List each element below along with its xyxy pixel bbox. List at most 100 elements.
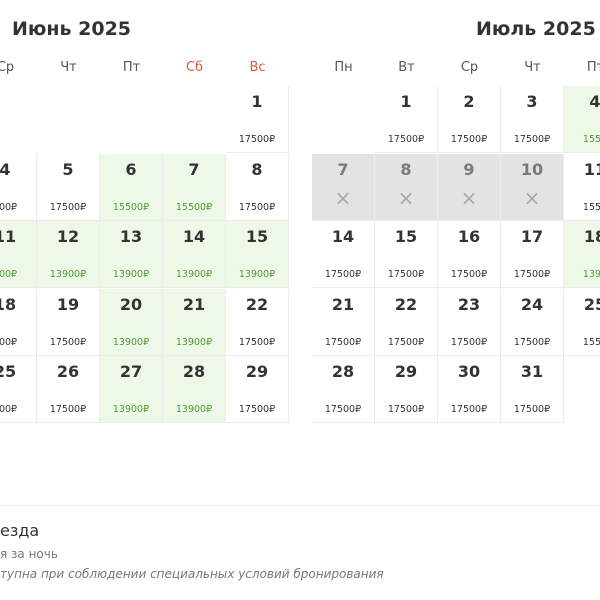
day-number: 18 (583, 227, 600, 246)
day-cell[interactable]: 27 13900₽ (100, 356, 163, 423)
unavailable-cross-icon: × (460, 186, 478, 210)
divider (0, 505, 600, 506)
day-number: 11 (583, 160, 600, 179)
day-number: 14 (182, 227, 206, 246)
day-price: 17500₽ (387, 404, 425, 415)
day-cell[interactable]: 26 17500₽ (37, 356, 100, 423)
day-number: 14 (331, 227, 355, 246)
day-price: 15500₽ (175, 202, 213, 213)
day-cell[interactable]: 12 13900₽ (37, 221, 100, 288)
unavailable-cross-icon: × (397, 186, 415, 210)
day-cell[interactable]: 8 17500₽ (226, 154, 289, 221)
day-cell[interactable]: 19 17500₽ (37, 289, 100, 356)
day-cell[interactable]: 30 17500₽ (438, 356, 501, 423)
day-cell[interactable]: 18 500₽ (0, 289, 37, 356)
day-cell[interactable]: 15 17500₽ (375, 221, 438, 288)
day-number: 8 (251, 160, 263, 179)
day-price: 17500₽ (49, 202, 87, 213)
day-number: 10 (520, 160, 544, 179)
day-price: 13900₽ (112, 337, 150, 348)
day-number: 1 (400, 92, 412, 111)
day-price: 17500₽ (387, 134, 425, 145)
day-cell[interactable]: 31 17500₽ (501, 356, 564, 423)
day-cell[interactable]: 4 1550 (564, 86, 600, 153)
day-number: 2 (463, 92, 475, 111)
day-cell[interactable]: 4 500₽ (0, 154, 37, 221)
day-cell[interactable]: 23 17500₽ (438, 289, 501, 356)
day-number: 13 (119, 227, 143, 246)
day-price: 17500₽ (513, 404, 551, 415)
day-cell[interactable]: 25 1550 (564, 289, 600, 356)
day-cell[interactable]: 16 17500₽ (438, 221, 501, 288)
day-price: 17500₽ (238, 404, 276, 415)
day-number: 28 (331, 362, 355, 381)
day-number: 27 (119, 362, 143, 381)
day-price: 17500₽ (450, 337, 488, 348)
day-cell[interactable]: 21 17500₽ (312, 289, 375, 356)
weekday-label: Вс (249, 60, 266, 75)
day-cell[interactable]: 2 17500₽ (438, 86, 501, 153)
day-cell[interactable]: 21 13900₽ (163, 289, 226, 356)
day-number: 31 (520, 362, 544, 381)
day-cell[interactable]: 6 15500₽ (100, 154, 163, 221)
day-cell[interactable]: 11 500₽ (0, 221, 37, 288)
day-cell[interactable]: 20 13900₽ (100, 289, 163, 356)
day-cell-unavailable: 10 × (501, 154, 564, 221)
day-price: 13900₽ (49, 269, 87, 280)
day-cell[interactable]: 22 17500₽ (375, 289, 438, 356)
day-price: 17500₽ (513, 269, 551, 280)
day-price: 500₽ (0, 404, 18, 415)
day-number: 8 (400, 160, 412, 179)
weekday-label: Ср (460, 60, 479, 75)
day-cell[interactable]: 1 17500₽ (226, 86, 289, 153)
day-price: 17500₽ (513, 337, 551, 348)
day-number: 25 (0, 362, 17, 381)
day-cell[interactable]: 29 17500₽ (375, 356, 438, 423)
day-cell[interactable]: 13 13900₽ (100, 221, 163, 288)
day-cell[interactable]: 5 17500₽ (37, 154, 100, 221)
day-cell[interactable]: 1 17500₽ (375, 86, 438, 153)
day-cell[interactable]: 17 17500₽ (501, 221, 564, 288)
day-number: 29 (394, 362, 418, 381)
day-number: 21 (331, 295, 355, 314)
day-price: 17500₽ (513, 134, 551, 145)
day-number: 30 (457, 362, 481, 381)
day-cell[interactable]: 14 17500₽ (312, 221, 375, 288)
day-cell[interactable]: 15 13900₽ (226, 221, 289, 288)
day-cell[interactable]: 22 17500₽ (226, 289, 289, 356)
day-number: 4 (589, 92, 600, 111)
day-cell[interactable]: 29 17500₽ (226, 356, 289, 423)
day-cell[interactable]: 25 500₽ (0, 356, 37, 423)
day-number: 22 (394, 295, 418, 314)
day-price: 1550 (582, 134, 600, 145)
day-price: 17500₽ (238, 337, 276, 348)
day-price: 13900₽ (175, 404, 213, 415)
day-number: 9 (463, 160, 475, 179)
day-cell[interactable]: 28 17500₽ (312, 356, 375, 423)
weekday-label: Пн (334, 60, 353, 75)
day-price: 500₽ (0, 337, 18, 348)
day-cell[interactable]: 11 1550 (564, 154, 600, 221)
day-number: 7 (188, 160, 200, 179)
day-price: 1550 (582, 202, 600, 213)
day-price: 13900₽ (238, 269, 276, 280)
day-cell[interactable]: 24 17500₽ (501, 289, 564, 356)
day-cell[interactable]: 7 15500₽ (163, 154, 226, 221)
day-number: 29 (245, 362, 269, 381)
day-number: 23 (457, 295, 481, 314)
day-number: 28 (182, 362, 206, 381)
day-cell[interactable]: 18 1390 (564, 221, 600, 288)
day-number: 16 (457, 227, 481, 246)
day-cell[interactable]: 3 17500₽ (501, 86, 564, 153)
weekday-label: Чт (524, 60, 541, 75)
day-price: 500₽ (0, 202, 18, 213)
day-cell-unavailable: 8 × (375, 154, 438, 221)
day-price: 17500₽ (49, 337, 87, 348)
day-cell[interactable]: 14 13900₽ (163, 221, 226, 288)
day-cell[interactable]: 28 13900₽ (163, 356, 226, 423)
day-price: 17500₽ (238, 134, 276, 145)
day-price: 1390 (582, 269, 600, 280)
day-number: 11 (0, 227, 17, 246)
day-number: 18 (0, 295, 17, 314)
day-number: 15 (394, 227, 418, 246)
